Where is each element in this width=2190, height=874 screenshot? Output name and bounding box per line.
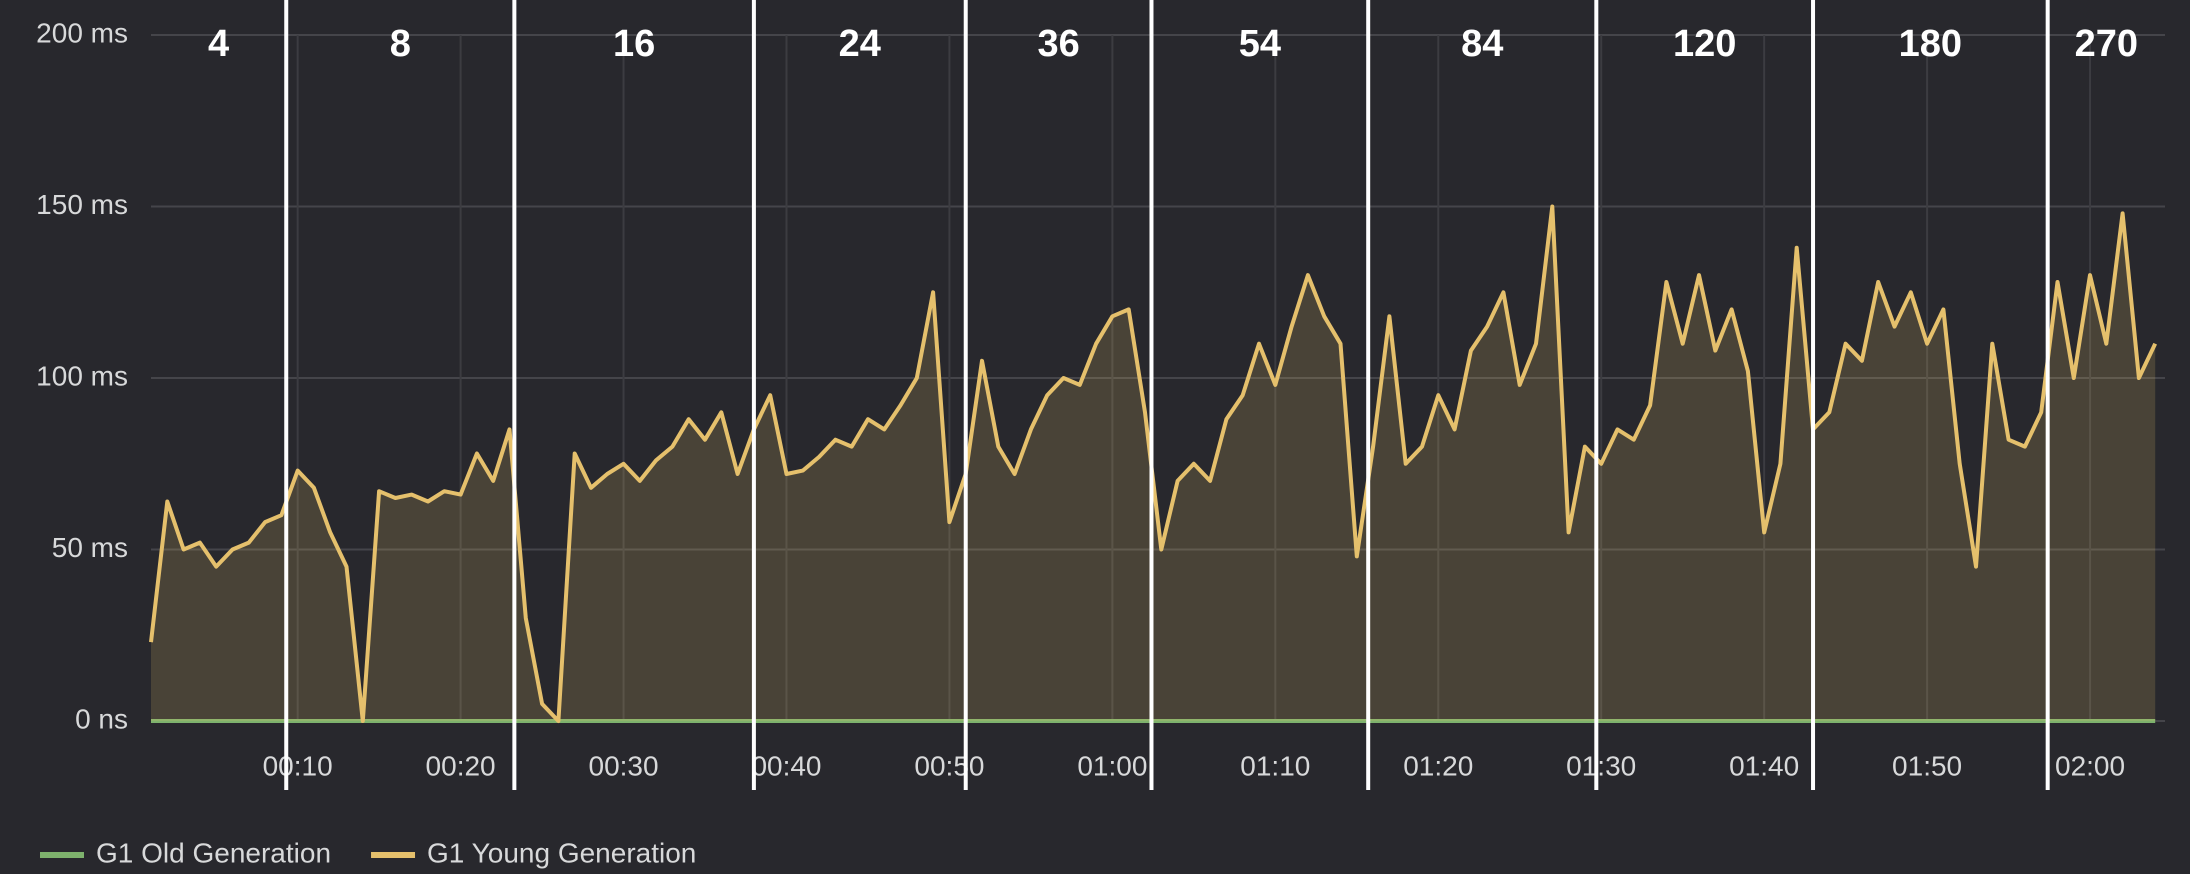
x-tick-label: 00:30 — [589, 750, 659, 781]
x-tick-label: 00:40 — [751, 750, 821, 781]
annotation-label: 16 — [613, 23, 655, 65]
y-tick-label: 100 ms — [36, 360, 128, 391]
annotation-label: 270 — [2075, 23, 2138, 65]
legend-label: G1 Young Generation — [427, 837, 696, 868]
series-area — [151, 206, 2156, 721]
x-tick-label: 01:30 — [1566, 750, 1636, 781]
annotation-label: 36 — [1037, 23, 1079, 65]
x-tick-label: 01:20 — [1403, 750, 1473, 781]
x-tick-label: 00:50 — [914, 750, 984, 781]
y-tick-label: 0 ns — [75, 703, 128, 734]
x-tick-label: 02:00 — [2055, 750, 2125, 781]
legend-label: G1 Old Generation — [96, 837, 331, 868]
annotation-label: 4 — [208, 23, 229, 65]
annotation-label: 84 — [1461, 23, 1503, 65]
annotation-label: 180 — [1899, 23, 1962, 65]
x-tick-label: 01:00 — [1077, 750, 1147, 781]
annotation-label: 24 — [839, 23, 881, 65]
y-tick-label: 150 ms — [36, 189, 128, 220]
x-tick-label: 00:10 — [263, 750, 333, 781]
x-tick-label: 00:20 — [426, 750, 496, 781]
annotation-label: 54 — [1239, 23, 1281, 65]
x-tick-label: 01:40 — [1729, 750, 1799, 781]
y-tick-label: 200 ms — [36, 17, 128, 48]
y-tick-label: 50 ms — [52, 532, 128, 563]
annotation-label: 120 — [1673, 23, 1736, 65]
x-tick-label: 01:10 — [1240, 750, 1310, 781]
annotation-label: 8 — [390, 23, 411, 65]
x-tick-label: 01:50 — [1892, 750, 1962, 781]
